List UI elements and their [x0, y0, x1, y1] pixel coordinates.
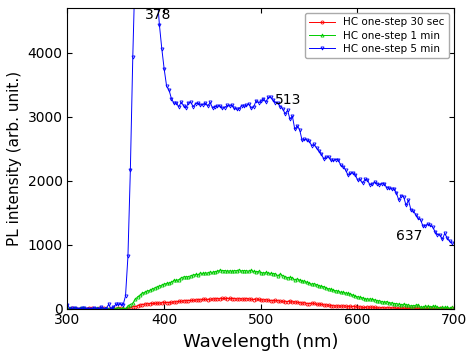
Text: 637: 637 [396, 229, 422, 243]
HC one-step 30 sec [449, 306, 455, 311]
HC one-step 30 sec [64, 306, 70, 311]
Line: HC one-step 5 min: HC one-step 5 min [66, 0, 454, 310]
Legend: HC one-step 30 sec, HC one-step 1 min, HC one-step 5 min: HC one-step 30 sec, HC one-step 1 min, H… [305, 13, 449, 58]
HC one-step 30 sec [227, 296, 232, 301]
Y-axis label: PL intensity (arb. unit.): PL intensity (arb. unit.) [7, 71, 22, 246]
Line: HC one-step 1 min: HC one-step 1 min [66, 268, 454, 310]
HC one-step 5 min [449, 241, 455, 245]
HC one-step 1 min [145, 289, 150, 293]
HC one-step 30 sec [319, 302, 324, 306]
HC one-step 1 min [319, 284, 324, 289]
Text: 378: 378 [145, 8, 171, 22]
HC one-step 5 min [178, 100, 184, 105]
HC one-step 30 sec [176, 299, 182, 304]
HC one-step 1 min [64, 306, 70, 310]
Text: 513: 513 [275, 93, 301, 107]
HC one-step 30 sec [384, 306, 390, 310]
Line: HC one-step 30 sec: HC one-step 30 sec [66, 297, 454, 310]
HC one-step 1 min [435, 305, 440, 309]
X-axis label: Wavelength (nm): Wavelength (nm) [183, 333, 338, 351]
HC one-step 1 min [384, 299, 390, 304]
HC one-step 1 min [449, 305, 455, 310]
HC one-step 5 min [435, 232, 440, 237]
HC one-step 5 min [319, 152, 324, 156]
HC one-step 30 sec [435, 306, 440, 311]
HC one-step 1 min [176, 277, 182, 282]
HC one-step 1 min [237, 268, 242, 272]
HC one-step 30 sec [283, 300, 288, 304]
HC one-step 5 min [64, 303, 70, 307]
HC one-step 30 sec [145, 302, 150, 306]
HC one-step 30 sec [72, 306, 78, 311]
HC one-step 5 min [283, 112, 288, 116]
HC one-step 1 min [70, 306, 75, 311]
HC one-step 5 min [384, 185, 390, 190]
HC one-step 1 min [283, 275, 288, 279]
HC one-step 5 min [67, 306, 73, 311]
